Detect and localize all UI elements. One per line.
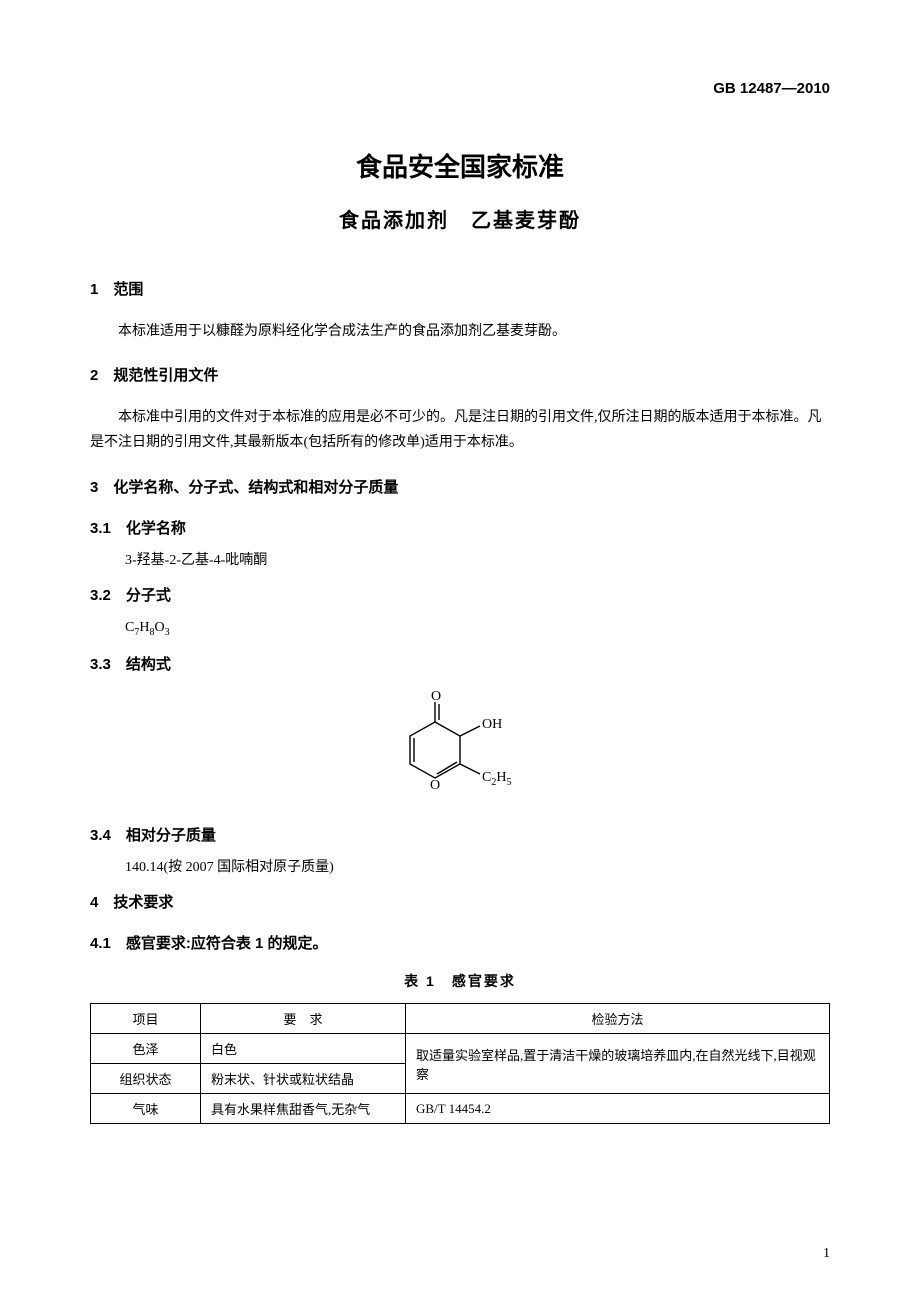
table-row: 色泽 白色 取适量实验室样品,置于清洁干燥的玻璃培养皿内,在自然光线下,目视观察 <box>91 1034 830 1064</box>
group-oh: OH <box>482 717 502 732</box>
title-main: 食品安全国家标准 <box>90 147 830 184</box>
molecular-mass: 140.14(按 2007 国际相对原子质量) <box>125 857 830 879</box>
formula-3: 3 <box>165 627 170 638</box>
th-req-b: 求 <box>310 1012 323 1027</box>
section-3-heading: 3 化学名称、分子式、结构式和相对分子质量 <box>90 476 830 497</box>
cell-odor-label: 气味 <box>91 1094 201 1124</box>
section-4-heading: 4 技术要求 <box>90 891 830 912</box>
section-3-2-heading: 3.2 分子式 <box>90 584 830 605</box>
formula-o: O <box>154 620 164 635</box>
cell-odor-value: 具有水果样焦甜香气,无杂气 <box>201 1094 406 1124</box>
group-c2h5: C2H5 <box>482 770 511 788</box>
section-4-1-heading: 4.1 感官要求:应符合表 1 的规定。 <box>90 932 830 953</box>
molecule-svg: O OH O C2H5 <box>380 686 540 806</box>
formula-h: H <box>139 620 149 635</box>
atom-o-top: O <box>431 689 441 704</box>
section-3-4-heading: 3.4 相对分子质量 <box>90 824 830 845</box>
th-method: 检验方法 <box>406 1004 830 1034</box>
th-req-a: 要 <box>283 1012 296 1027</box>
section-2-body: 本标准中引用的文件对于本标准的应用是必不可少的。凡是注日期的引用文件,仅所注日期… <box>90 405 830 455</box>
section-1-heading: 1 范围 <box>90 278 830 299</box>
cell-state-label: 组织状态 <box>91 1064 201 1094</box>
standard-code: GB 12487—2010 <box>90 80 830 97</box>
atom-o-ring: O <box>430 778 440 793</box>
th-requirement: 要 求 <box>201 1004 406 1034</box>
formula-c: C <box>125 620 134 635</box>
structure-diagram: O OH O C2H5 <box>90 686 830 806</box>
section-2-heading: 2 规范性引用文件 <box>90 364 830 385</box>
section-3-3-heading: 3.3 结构式 <box>90 653 830 674</box>
page-number: 1 <box>823 1246 830 1262</box>
cell-method-12: 取适量实验室样品,置于清洁干燥的玻璃培养皿内,在自然光线下,目视观察 <box>406 1034 830 1094</box>
table-row: 气味 具有水果样焦甜香气,无杂气 GB/T 14454.2 <box>91 1094 830 1124</box>
table-caption: 表 1 感官要求 <box>90 971 830 991</box>
section-3-1-heading: 3.1 化学名称 <box>90 517 830 538</box>
cell-method-3: GB/T 14454.2 <box>406 1094 830 1124</box>
cell-state-value: 粉末状、针状或粒状结晶 <box>201 1064 406 1094</box>
cell-color-label: 色泽 <box>91 1034 201 1064</box>
chemical-name: 3-羟基-2-乙基-4-吡喃酮 <box>125 550 830 572</box>
title-sub: 食品添加剂 乙基麦芽酚 <box>90 204 830 233</box>
requirements-table: 项目 要 求 检验方法 色泽 白色 取适量实验室样品,置于清洁干燥的玻璃培养皿内… <box>90 1003 830 1124</box>
cell-color-value: 白色 <box>201 1034 406 1064</box>
table-header-row: 项目 要 求 检验方法 <box>91 1004 830 1034</box>
section-1-body: 本标准适用于以糠醛为原料经化学合成法生产的食品添加剂乙基麦芽酚。 <box>90 319 830 344</box>
molecular-formula: C7H8O3 <box>125 617 830 641</box>
th-item: 项目 <box>91 1004 201 1034</box>
